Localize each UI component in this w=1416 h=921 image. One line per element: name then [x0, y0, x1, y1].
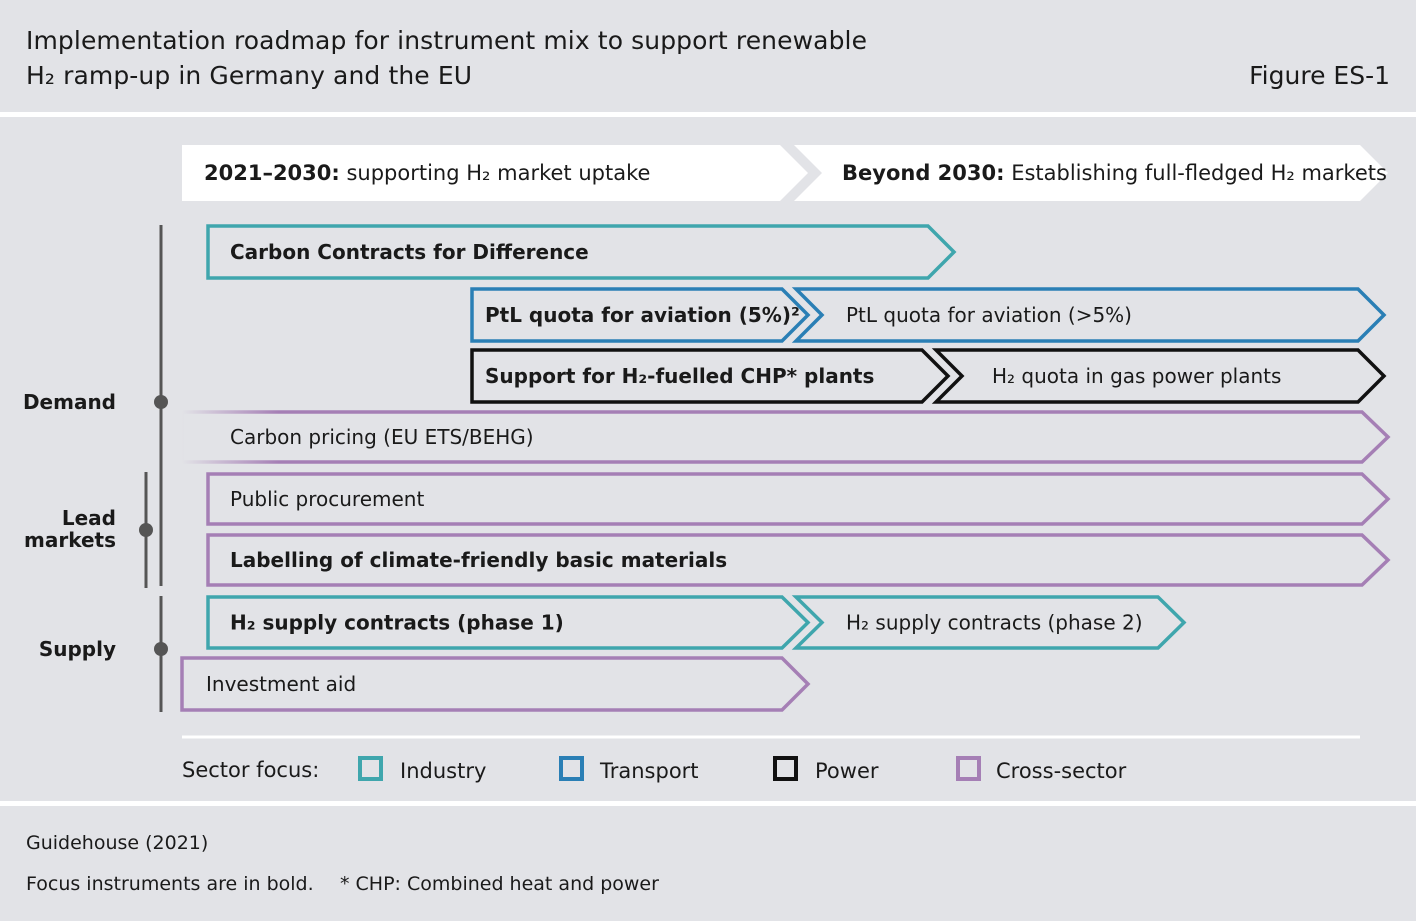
- group-label-lead: Lead: [62, 506, 116, 530]
- instrument-arrow-carbon-pricing: [180, 410, 1391, 464]
- legend-title: Sector focus:: [182, 758, 319, 782]
- instrument-arrow-ptl-1: [470, 287, 811, 343]
- bold-footnote: Focus instruments are in bold.: [26, 873, 314, 895]
- figure-title-line-2: H₂ ramp-up in Germany and the EU: [26, 61, 473, 90]
- legend-label-power: Power: [815, 759, 879, 783]
- footer-divider: [0, 801, 1416, 806]
- phase-banner-2: [794, 145, 1388, 201]
- instrument-arrow-gas-quota: [931, 348, 1387, 404]
- phase-2-label: Beyond 2030: Establishing full-fledged H…: [842, 161, 1387, 185]
- demand-marker: [154, 395, 168, 409]
- instrument-label-gas-quota: H₂ quota in gas power plants: [992, 364, 1281, 388]
- instrument-arrow-investment: [180, 656, 811, 712]
- header: Implementation roadmap for instrument mi…: [0, 0, 1416, 112]
- instrument-label-procurement: Public procurement: [230, 487, 424, 511]
- instrument-label-chp: Support for H₂-fuelled CHP* plants: [485, 364, 874, 388]
- legend-swatch-power: [773, 756, 798, 781]
- legend-swatch-cross-sector: [956, 756, 981, 781]
- instrument-label-ptl-1: PtL quota for aviation (5%)²: [485, 303, 800, 327]
- instrument-arrow-ccfd: [206, 224, 957, 280]
- legend-swatch-transport: [559, 756, 584, 781]
- chp-footnote: * CHP: Combined heat and power: [340, 873, 659, 895]
- group-label-demand: Demand: [23, 390, 116, 414]
- instrument-label-carbon-pricing: Carbon pricing (EU ETS/BEHG): [230, 425, 534, 449]
- figure-label: Figure ES-1: [1249, 61, 1390, 90]
- instrument-arrow-chp: [470, 348, 951, 404]
- instrument-arrow-ptl-2: [791, 287, 1387, 343]
- phase-1-label: 2021–2030: supporting H₂ market uptake: [204, 161, 650, 185]
- legend-label-transport: Transport: [599, 759, 699, 783]
- instrument-label-investment: Investment aid: [206, 672, 356, 696]
- phase-banner-1: [182, 145, 808, 201]
- legend-label-cross-sector: Cross-sector: [996, 759, 1127, 783]
- supply-marker: [154, 642, 168, 656]
- instrument-label-labelling: Labelling of climate-friendly basic mate…: [230, 548, 727, 572]
- lead-markets-marker: [139, 523, 153, 537]
- legend-swatch-industry: [358, 756, 383, 781]
- source-note: Guidehouse (2021): [26, 832, 209, 854]
- legend-label-industry: Industry: [400, 759, 486, 783]
- instrument-arrow-procurement: [206, 472, 1391, 526]
- instrument-label-supply-2: H₂ supply contracts (phase 2): [846, 611, 1143, 635]
- group-label-supply: Supply: [39, 637, 116, 661]
- instrument-label-supply-1: H₂ supply contracts (phase 1): [230, 611, 564, 635]
- instrument-arrow-supply-2: [791, 595, 1187, 650]
- instrument-label-ptl-2: PtL quota for aviation (>5%): [846, 303, 1132, 327]
- instrument-label-ccfd: Carbon Contracts for Difference: [230, 240, 589, 264]
- header-divider: [0, 112, 1416, 117]
- instrument-arrow-supply-1: [206, 595, 811, 650]
- instrument-arrow-labelling: [206, 533, 1391, 587]
- figure-title-line-1: Implementation roadmap for instrument mi…: [26, 26, 868, 55]
- instrument-arrows: Carbon Contracts for Difference PtL quota…: [180, 224, 1391, 712]
- group-label-markets: markets: [24, 528, 116, 552]
